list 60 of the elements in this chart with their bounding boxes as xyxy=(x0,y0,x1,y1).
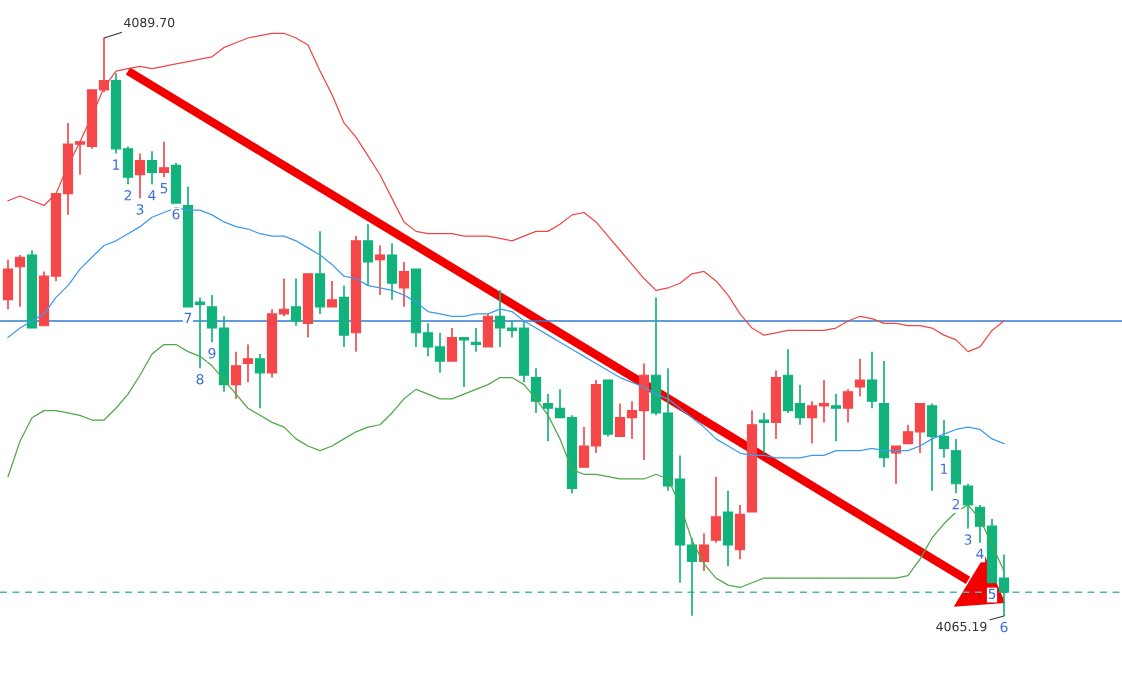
text: 5 xyxy=(160,183,168,194)
candlestick xyxy=(686,537,698,617)
candlestick xyxy=(362,223,374,287)
text: 2 xyxy=(952,498,960,510)
candlestick xyxy=(854,357,866,398)
candlestick xyxy=(326,280,338,308)
candlestick xyxy=(806,400,818,445)
text: 4 xyxy=(976,548,984,559)
text: 4065.19 xyxy=(936,621,987,632)
candlestick xyxy=(578,426,590,469)
candlestick xyxy=(710,475,722,544)
candlestick xyxy=(374,244,386,296)
text: 9 xyxy=(208,348,216,359)
text: 8 xyxy=(196,373,204,385)
candlestick xyxy=(194,296,206,369)
candlestick xyxy=(626,400,638,440)
candlestick xyxy=(842,388,854,424)
text: 3 xyxy=(964,534,972,545)
candlestick xyxy=(134,152,146,200)
candlestick xyxy=(458,336,470,388)
text: 7 xyxy=(184,312,192,323)
candlestick xyxy=(158,140,170,178)
text: 6 xyxy=(172,208,180,220)
candlestick xyxy=(530,367,542,414)
candlestick xyxy=(698,532,710,572)
candlestick xyxy=(614,402,626,438)
candlestick xyxy=(830,393,842,443)
candlestick xyxy=(434,331,446,374)
candlestick xyxy=(962,482,974,530)
candlestick xyxy=(890,445,902,485)
text: 4089.70 xyxy=(124,17,175,28)
candlestick xyxy=(794,383,806,426)
candlestick xyxy=(998,553,1010,617)
text: 5 xyxy=(988,588,996,600)
candlestick xyxy=(230,350,242,400)
candlestick xyxy=(818,379,830,424)
candlestick xyxy=(206,294,218,344)
candlestick xyxy=(146,150,158,186)
candlestick xyxy=(446,327,458,362)
candlestick xyxy=(290,277,302,327)
text: 1 xyxy=(113,159,120,170)
candlestick xyxy=(938,419,950,459)
text: 3 xyxy=(136,204,144,215)
candlestick xyxy=(554,388,566,419)
text: 4 xyxy=(148,190,156,201)
candlestick xyxy=(542,393,554,443)
candlestick xyxy=(74,140,86,176)
candlestick xyxy=(902,423,914,445)
text: 1 xyxy=(941,463,948,474)
candlestick xyxy=(254,353,266,410)
candlestick xyxy=(866,350,878,410)
candlestick xyxy=(242,343,254,384)
text: 6 xyxy=(1000,621,1008,633)
candlestick xyxy=(278,277,290,318)
text: 2 xyxy=(124,190,132,201)
candlestick xyxy=(398,261,410,308)
candlestick xyxy=(494,289,506,348)
candlestick xyxy=(14,254,26,308)
candlestick xyxy=(758,412,770,454)
candlestick xyxy=(422,322,434,358)
